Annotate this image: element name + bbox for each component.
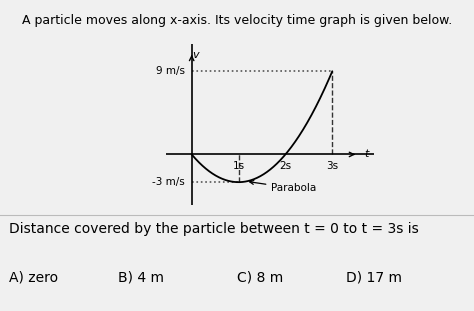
Text: C) 8 m: C) 8 m bbox=[237, 271, 283, 285]
Text: 1s: 1s bbox=[232, 161, 245, 171]
Text: 3s: 3s bbox=[326, 161, 338, 171]
Text: D) 17 m: D) 17 m bbox=[346, 271, 402, 285]
Text: v: v bbox=[192, 50, 199, 60]
Text: B) 4 m: B) 4 m bbox=[118, 271, 164, 285]
Text: -3 m/s: -3 m/s bbox=[152, 177, 185, 187]
Text: Parabola: Parabola bbox=[250, 180, 317, 193]
Text: 9 m/s: 9 m/s bbox=[155, 66, 185, 76]
Text: 2s: 2s bbox=[279, 161, 292, 171]
Text: A) zero: A) zero bbox=[9, 271, 59, 285]
Text: t: t bbox=[364, 149, 368, 160]
Text: A particle moves along x-axis. Its velocity time graph is given below.: A particle moves along x-axis. Its veloc… bbox=[22, 14, 452, 27]
Text: Distance covered by the particle between t = 0 to t = 3s is: Distance covered by the particle between… bbox=[9, 222, 419, 236]
